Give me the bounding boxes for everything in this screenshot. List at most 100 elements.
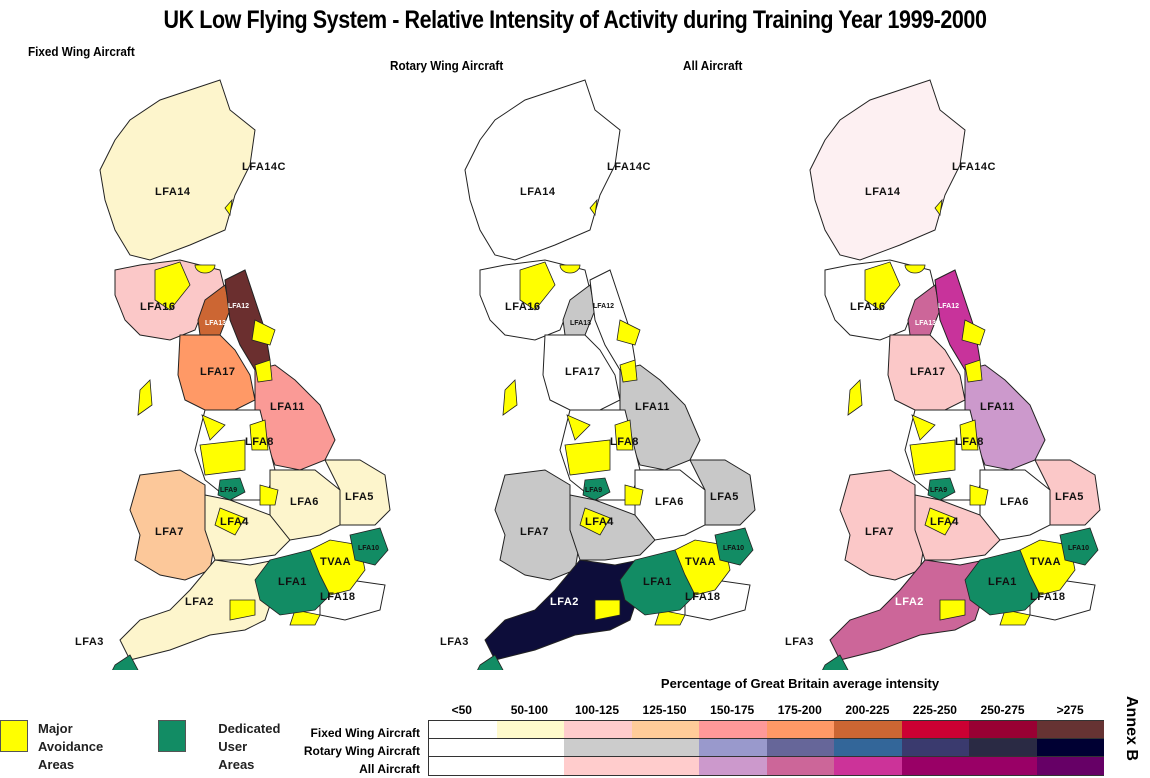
region-lfa6	[979, 469, 1051, 541]
scale-range-label: 125-150	[642, 703, 687, 717]
area-label-lfa10: LFA10	[723, 545, 744, 552]
scale-swatch	[631, 757, 699, 775]
area-label-lfa16: LFA16	[505, 301, 541, 313]
area-label-lfa1: LFA1	[988, 576, 1017, 588]
area-label-lfa17: LFA17	[200, 366, 236, 378]
panel-title-all: All Aircraft	[683, 58, 743, 73]
avoidance-area	[614, 419, 634, 451]
avoidance-area	[201, 414, 226, 441]
region-lfa6	[269, 469, 341, 541]
scale-swatch	[969, 739, 1037, 756]
avoidance-area	[289, 609, 321, 626]
area-label-lfa4: LFA4	[220, 516, 249, 528]
area-label-lfa13: LFA13	[915, 320, 936, 327]
area-label-lfa9: LFA9	[220, 487, 237, 494]
scale-swatch	[766, 757, 834, 775]
area-label-lfa11: LFA11	[270, 401, 305, 413]
scale-title: Percentage of Great Britain average inte…	[660, 676, 940, 691]
scale-swatch	[1036, 739, 1104, 756]
area-label-lfa8: LFA8	[245, 436, 274, 448]
scale-swatch	[496, 757, 564, 775]
dedicated-area	[217, 477, 246, 501]
scale-swatch	[834, 739, 902, 756]
dedicated-swatch	[158, 720, 187, 752]
area-label-lfa13: LFA13	[570, 320, 591, 327]
scale-row	[429, 757, 1104, 775]
area-label-lfa2: LFA2	[895, 596, 924, 608]
area-label-lfa5: LFA5	[710, 491, 739, 503]
scale-swatch	[969, 721, 1037, 738]
dedicated-area	[254, 549, 331, 616]
scale-swatch	[699, 721, 767, 738]
map-all-aircraft: LFA14 LFA14C LFA16 LFA12 LFA13 LFA17 LFA11 LFA8…	[730, 30, 1110, 686]
avoidance-area	[589, 198, 598, 217]
area-label-lfa14c: LFA14C	[607, 161, 651, 173]
area-label-lfa14c: LFA14C	[952, 161, 996, 173]
area-label-lfa17: LFA17	[565, 366, 601, 378]
avoidance-area	[624, 484, 644, 506]
dedicated-area	[714, 527, 754, 566]
avoidance-area	[254, 359, 273, 383]
scale-row	[429, 739, 1104, 757]
area-label-lfa16: LFA16	[140, 301, 176, 313]
avoidance-area	[619, 359, 638, 383]
dedicated-area	[1059, 527, 1099, 566]
area-label-lfa14: LFA14	[865, 186, 901, 198]
dedicated-area	[927, 477, 956, 501]
scale-range-label: 50-100	[510, 703, 549, 717]
area-label-lfa3: LFA3	[785, 636, 814, 648]
avoidance-area	[251, 319, 276, 346]
area-label-lfa6: LFA6	[290, 496, 319, 508]
scale-swatch	[631, 739, 699, 756]
intensity-scale	[428, 720, 1104, 776]
scale-swatch	[969, 757, 1037, 775]
scale-swatch	[564, 721, 632, 738]
region-lfa14	[464, 79, 621, 261]
dedicated-area	[349, 527, 389, 566]
region-lfa17	[887, 334, 966, 411]
avoidance-area	[909, 439, 956, 476]
region-lfa7	[494, 469, 581, 581]
area-label-lfa2: LFA2	[185, 596, 214, 608]
map-fixed-wing: LFA14 LFA14C LFA16 LFA12 LFA13 LFA17 LFA11 LFA8…	[20, 30, 400, 686]
scale-swatch	[766, 739, 834, 756]
scale-range-label: <50	[451, 703, 472, 717]
area-label-lfa11: LFA11	[980, 401, 1015, 413]
scale-swatch	[901, 721, 969, 738]
avoidance-area	[904, 264, 926, 274]
scale-range-label: 250-275	[980, 703, 1025, 717]
area-label-lfa12: LFA12	[228, 303, 249, 310]
scale-headers: <50 50-100 100-125 125-150 150-175 175-200 200…	[428, 703, 1104, 717]
area-label-lfa7: LFA7	[155, 526, 184, 538]
scale-range-label: 175-200	[777, 703, 822, 717]
scale-swatch	[429, 757, 497, 775]
dedicated-area	[964, 549, 1041, 616]
scale-range-label: 200-225	[845, 703, 890, 717]
area-label-lfa7: LFA7	[520, 526, 549, 538]
scale-range-label: 225-250	[912, 703, 957, 717]
avoidance-area	[224, 198, 233, 217]
area-label-lfa4: LFA4	[930, 516, 959, 528]
avoidance-area	[934, 198, 943, 217]
scale-swatch	[699, 739, 767, 756]
avoidance-area	[199, 439, 246, 476]
area-label-tvaa: TVAA	[685, 556, 716, 568]
avoidance-area	[259, 484, 279, 506]
panel-title-rotary: Rotary Wing Aircraft	[390, 58, 504, 73]
map-rotary-wing: LFA14 LFA14C LFA16 LFA12 LFA13 LFA17 LFA11 LFA8…	[385, 30, 765, 686]
area-label-lfa8: LFA8	[955, 436, 984, 448]
area-label-lfa3: LFA3	[440, 636, 469, 648]
scale-swatch	[901, 757, 969, 775]
area-label-lfa17: LFA17	[910, 366, 946, 378]
region-lfa5	[324, 459, 391, 526]
scale-swatch	[564, 757, 632, 775]
avoidance-area	[911, 414, 936, 441]
avoidance-area	[961, 319, 986, 346]
region-lfa7	[129, 469, 216, 581]
area-label-lfa14: LFA14	[520, 186, 556, 198]
avoidance-area	[519, 261, 556, 311]
scale-swatch	[834, 721, 902, 738]
area-label-lfa6: LFA6	[1000, 496, 1029, 508]
area-label-lfa3: LFA3	[75, 636, 104, 648]
area-label-lfa16: LFA16	[850, 301, 886, 313]
